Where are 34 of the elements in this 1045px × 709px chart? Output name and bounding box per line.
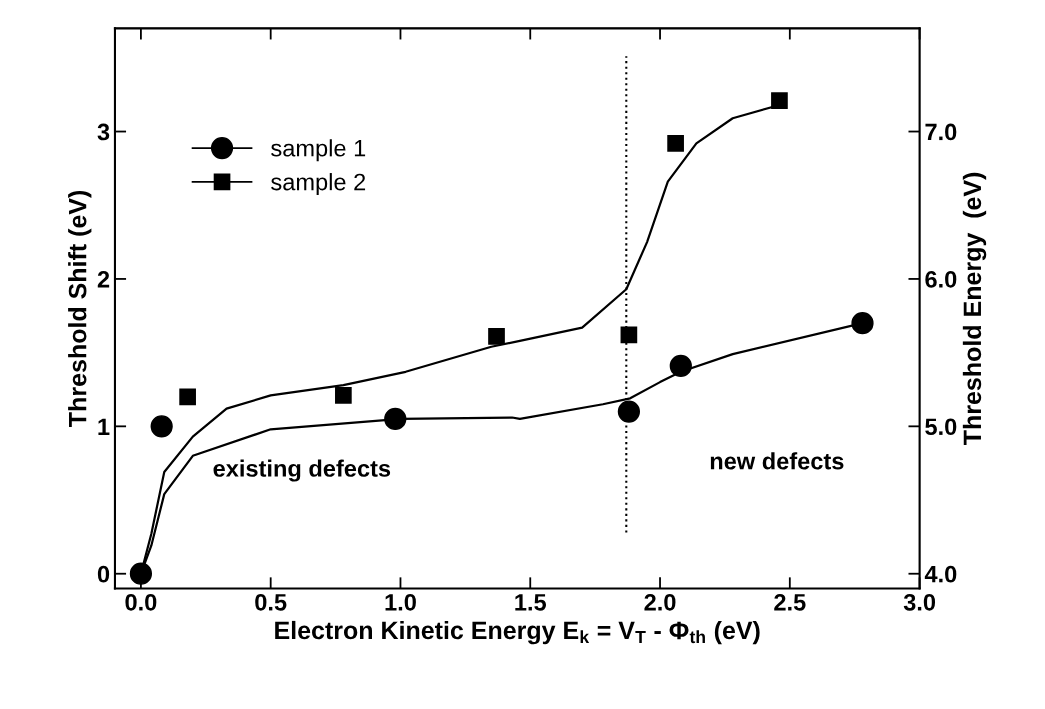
point [129,562,153,585]
annotation: new defects [710,452,844,470]
x-tick-label: 0.5 [255,593,287,611]
legend-label: sample 2 [271,173,366,196]
point [617,400,640,423]
point [179,388,196,406]
y2-tick-label: 7.0 [925,123,957,141]
y-tick-label: 2 [97,271,110,288]
x-tick-label: 1.5 [515,594,547,611]
x-tick-label: 3.0 [903,593,936,611]
y-tick-label: 0 [97,565,110,583]
point [620,326,638,344]
point [669,354,692,378]
point [851,312,874,335]
x-tick-label: 2.0 [644,593,676,611]
point [335,387,352,404]
point [667,134,684,152]
y2-tick-label: 6.0 [925,271,957,288]
y2-axis-title: Threshold Energy (eV) [962,172,987,445]
y2-tick-label: 4.0 [924,565,957,583]
point [771,92,788,109]
x-axis-title: Electron Kinetic Energy E$_{k}$ = V$_{T}$ - Φ$_{th}$ (eV) [275,620,760,645]
y-axis-title: Threshold Shift (eV) [68,190,92,427]
y-tick-label: 3 [97,123,110,141]
y2-tick-label: 5.0 [925,418,957,436]
point [488,328,505,345]
point [150,415,173,438]
y-tick-label: 1 [98,418,110,435]
x-tick-label: 1.0 [385,593,416,611]
x-tick-label: 2.5 [774,593,806,611]
legend-label: sample 1 [271,139,366,162]
point [384,407,407,431]
x-tick-label: 0.0 [125,593,157,611]
annotation: existing defects [213,459,391,482]
